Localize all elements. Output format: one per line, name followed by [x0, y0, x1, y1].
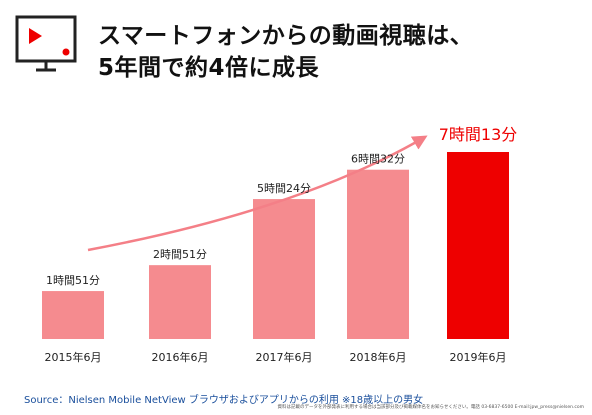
page-title-line-2: 5年間で約4倍に成長 [98, 55, 320, 81]
video-monitor-icon [15, 15, 77, 72]
page-title-line-1: スマートフォンからの動画視聴は、 [98, 23, 474, 49]
x-tick-label-2: 2016年6月 [152, 350, 209, 364]
trend-arrow [87, 135, 428, 252]
x-tick-label-3: 2017年6月 [256, 350, 313, 364]
data-label-4: 6時間32分 [351, 153, 405, 166]
bar-4 [347, 169, 409, 339]
bar-1 [42, 291, 104, 339]
bar-2 [149, 265, 211, 339]
data-label-1: 1時間51分 [46, 274, 100, 287]
bar-5 [447, 152, 509, 339]
data-label-5: 7時間13分 [439, 125, 518, 144]
data-label-3: 5時間24分 [257, 182, 311, 195]
footnote-text: 資料は記載のデータを外部発表に利用する場合は当該部分及び掲載媒体名をお知らせくだ… [277, 405, 585, 410]
x-tick-label-5: 2019年6月 [450, 350, 507, 364]
x-tick-label-1: 2015年6月 [45, 350, 102, 364]
source-text: Source：Nielsen Mobile NetView ブラウザおよびアプリ… [24, 395, 424, 406]
data-label-2: 2時間51分 [153, 248, 207, 261]
bar-3 [253, 199, 315, 339]
x-tick-label-4: 2018年6月 [350, 350, 407, 364]
